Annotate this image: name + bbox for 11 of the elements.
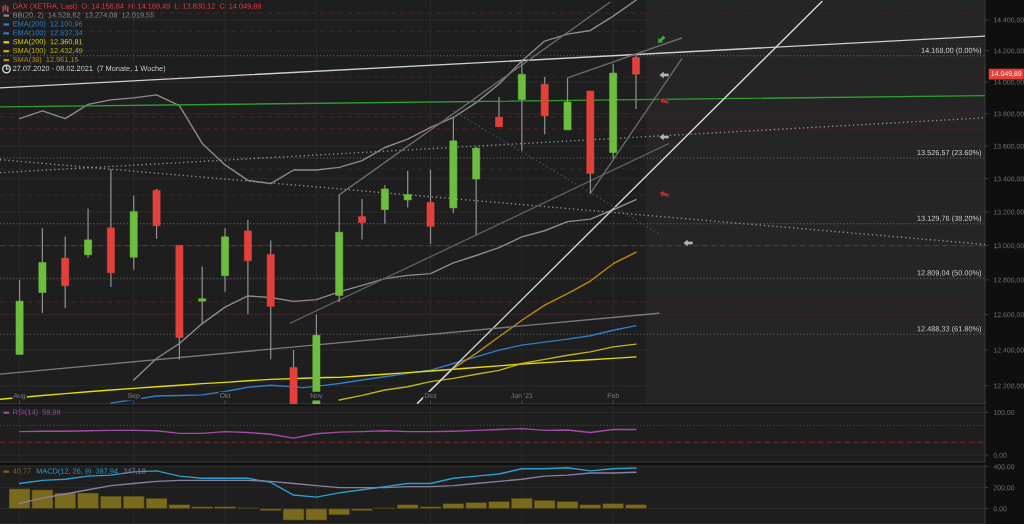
- line-series: [0, 356, 637, 400]
- candlestick: [403, 170, 412, 209]
- line-series: [110, 324, 637, 404]
- candlestick: [84, 207, 92, 259]
- line-series: [338, 343, 637, 401]
- candlestick: [632, 54, 640, 110]
- candlestick: [198, 265, 207, 325]
- line-series: [18, 427, 637, 439]
- candlestick: [358, 198, 366, 241]
- candlestick: [381, 184, 389, 225]
- candlestick: [495, 96, 503, 128]
